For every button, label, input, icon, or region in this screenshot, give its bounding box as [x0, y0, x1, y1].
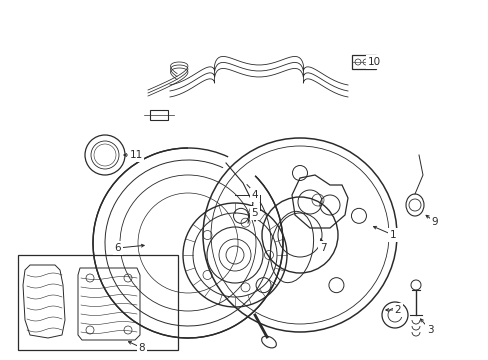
Text: 8: 8	[139, 343, 145, 353]
Text: 2: 2	[394, 305, 401, 315]
Text: 1: 1	[389, 230, 395, 240]
Text: 7: 7	[319, 243, 325, 253]
Text: 11: 11	[129, 150, 142, 160]
Text: 3: 3	[426, 325, 432, 335]
Text: 9: 9	[431, 217, 437, 227]
Text: 6: 6	[115, 243, 121, 253]
Bar	[351, 55, 375, 69]
Bar	[18, 255, 178, 350]
Text: 10: 10	[366, 57, 380, 67]
Bar	[150, 110, 168, 120]
Text: 5: 5	[251, 208, 258, 218]
Text: 4: 4	[251, 190, 258, 200]
